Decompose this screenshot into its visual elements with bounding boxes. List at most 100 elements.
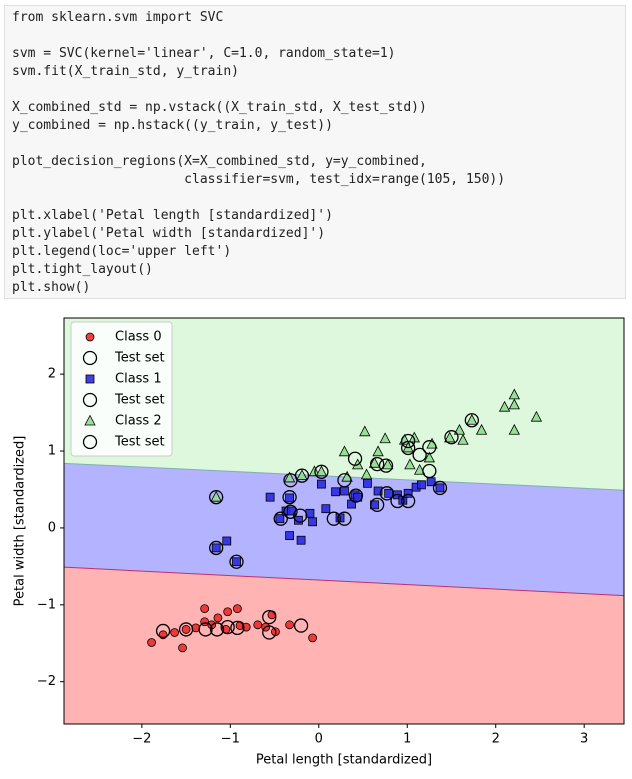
test-set-marker [220, 619, 235, 635]
test-set-marker [400, 493, 416, 509]
circle-marker [232, 604, 242, 614]
test-set-marker [370, 497, 385, 513]
triangle-marker [338, 445, 351, 457]
triangle-marker [296, 469, 308, 481]
square-marker [211, 543, 221, 553]
code-line: plt.show() [12, 280, 91, 295]
legend-marker [82, 434, 98, 450]
code-line: plt.xlabel('Petal length [standardized]'… [12, 208, 333, 223]
triangle-marker [498, 400, 511, 412]
x-axis-label: Petal length [standardized] [256, 753, 432, 768]
decision-boundary [63, 566, 625, 597]
code-block: X_combined_std = np.vstack((X_train_std,… [12, 99, 625, 135]
y-tick-label: 2 [48, 367, 56, 382]
code-block: plot_decision_regions(X=X_combined_std, … [12, 153, 625, 189]
code-line: svm = SVC(kernel='linear', C=1.0, random… [12, 46, 396, 61]
square-marker [417, 480, 426, 490]
y-tick-label: −2 [37, 674, 56, 689]
triangle-marker [423, 451, 436, 463]
legend-label: Class 1 [115, 372, 162, 387]
legend-label: Test set [114, 435, 165, 450]
test-set-marker [229, 554, 244, 569]
square-marker [403, 488, 413, 498]
triangle-marker [508, 423, 520, 435]
legend-marker [85, 374, 95, 384]
code-line: plt.tight_layout() [12, 262, 153, 277]
y-tick-label: 0 [48, 520, 56, 535]
code-line: plt.ylabel('Petal width [standardized]') [12, 226, 326, 241]
test-set-marker [230, 620, 245, 636]
test-set-marker [337, 473, 352, 488]
square-marker [222, 536, 232, 546]
test-set-marker [432, 480, 448, 496]
triangle-marker [475, 423, 488, 435]
test-set-marker [314, 464, 329, 479]
triangle-marker [359, 425, 371, 437]
test-set-marker [390, 493, 405, 509]
square-marker [294, 515, 303, 525]
test-set-marker [293, 508, 308, 523]
square-marker [373, 486, 383, 496]
square-marker [265, 492, 275, 502]
legend-label: Class 0 [115, 330, 162, 345]
square-marker [296, 535, 306, 545]
circle-marker [200, 604, 210, 614]
x-tick-label: 3 [580, 732, 588, 747]
triangle-marker [368, 456, 381, 468]
code-line: X_combined_std = np.vstack((X_train_std,… [12, 100, 427, 115]
triangle-marker [530, 410, 543, 422]
triangle-marker [508, 398, 520, 410]
y-axis-label: Petal width [standardized] [13, 436, 28, 607]
circle-marker [308, 633, 317, 643]
test-set-marker [444, 430, 459, 445]
test-set-marker [379, 486, 395, 501]
code-block: svm = SVC(kernel='linear', C=1.0, random… [12, 45, 625, 81]
legend-label: Test set [114, 393, 165, 408]
test-set-marker [209, 540, 224, 556]
test-set-marker [209, 622, 225, 637]
circle-marker [213, 613, 223, 623]
test-set-marker [378, 458, 394, 473]
square-marker [363, 478, 372, 488]
test-set-marker [282, 490, 297, 505]
x-tick-label: 2 [492, 732, 500, 747]
test-set-marker [178, 622, 194, 637]
legend-label: Test set [114, 351, 165, 366]
plot-frame [63, 317, 625, 725]
test-set-marker [400, 433, 416, 449]
test-set-marker [294, 468, 310, 483]
region [64, 318, 624, 491]
triangle-marker [444, 431, 456, 443]
circle-marker [285, 620, 294, 630]
triangle-marker [379, 432, 391, 444]
triangle-marker [453, 423, 466, 435]
y-tick-label: −1 [37, 597, 56, 612]
x-tick-label: −1 [221, 732, 240, 747]
triangle-marker [466, 413, 478, 425]
test-set-marker [347, 451, 363, 466]
code-line: plot_decision_regions(X=X_combined_std, … [12, 154, 427, 169]
test-set-marker [155, 623, 171, 639]
region [64, 463, 624, 596]
square-marker [384, 488, 394, 498]
test-set-marker [412, 447, 427, 463]
square-marker [340, 486, 349, 496]
test-set-marker [198, 622, 213, 637]
test-set-marker [422, 440, 437, 455]
legend-marker [85, 332, 95, 342]
test-set-marker [370, 456, 385, 472]
x-tick-label: 0 [315, 732, 323, 747]
triangle-marker [372, 445, 384, 457]
triangle-marker [382, 458, 394, 470]
square-marker [321, 504, 331, 514]
test-set-marker [337, 511, 352, 526]
triangle-marker [404, 458, 416, 470]
square-marker [317, 479, 326, 489]
circle-marker [178, 643, 187, 653]
code-line: y_combined = np.hstack((y_train, y_test)… [12, 118, 333, 133]
test-set-marker [348, 488, 364, 503]
test-set-marker [262, 625, 277, 640]
circle-marker [223, 607, 233, 617]
legend-label: Class 2 [115, 414, 162, 429]
